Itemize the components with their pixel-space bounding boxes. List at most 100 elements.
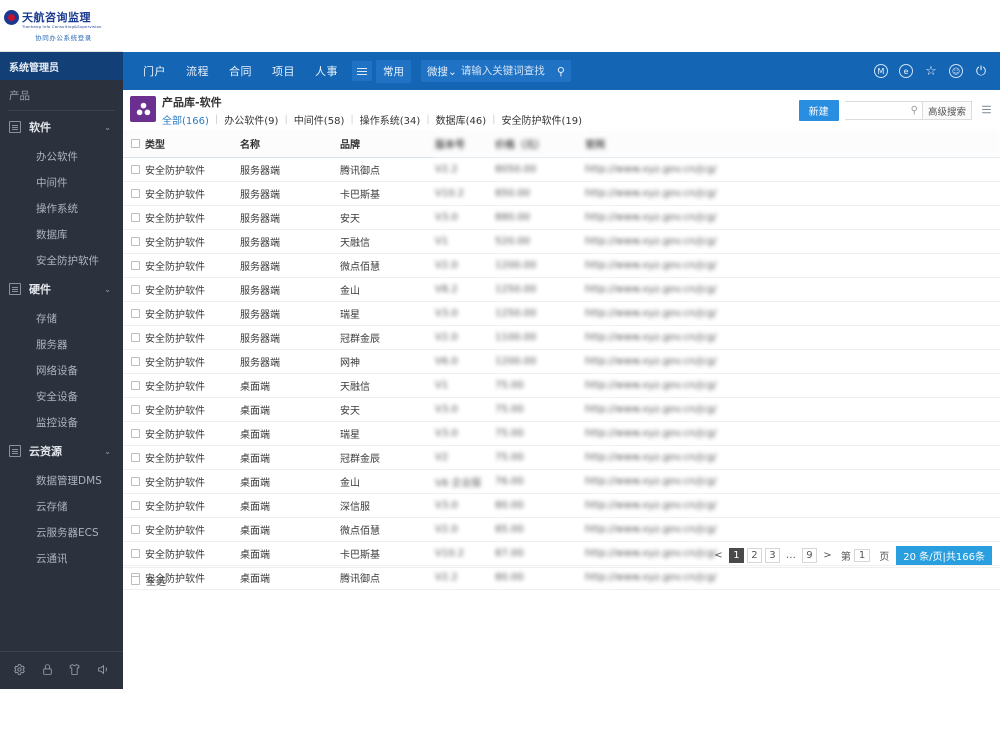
sidebar-item-网络设备[interactable]: 网络设备 [36, 364, 78, 377]
message-icon[interactable]: M [874, 64, 888, 78]
row-checkbox[interactable] [131, 284, 140, 294]
select-all-checkbox[interactable] [131, 576, 140, 585]
cell-website[interactable]: http://www.xyz.gov.cn/jcg/ [585, 325, 1000, 350]
sidebar-item-中间件[interactable]: 中间件 [36, 176, 68, 189]
table-search-input[interactable] [848, 105, 911, 116]
cell-website[interactable]: http://www.xyz.gov.cn/jcg/ [585, 301, 1000, 326]
top-nav-项目[interactable]: 项目 [272, 65, 295, 78]
cell-website[interactable]: http://www.xyz.gov.cn/jcg/ [585, 253, 1000, 278]
chevron-down-icon[interactable]: ⌄ [104, 122, 111, 132]
cell-website[interactable]: http://www.xyz.gov.cn/jcg/ [585, 373, 1000, 398]
cell-website[interactable]: http://www.xyz.gov.cn/jcg/ [585, 157, 1000, 182]
pagination-page-2[interactable]: 2 [746, 548, 762, 563]
table-row[interactable]: 安全防护软件 服务器端 网神 V6.0 1200.00 http://www.xyz.go… [123, 349, 1000, 374]
filter-tab-操作系统(34)[interactable]: 操作系统(34) [359, 116, 421, 127]
header-checkbox[interactable] [131, 138, 140, 148]
row-checkbox[interactable] [131, 164, 140, 174]
top-nav-人事[interactable]: 人事 [315, 65, 338, 78]
top-nav-流程[interactable]: 流程 [186, 65, 209, 78]
row-checkbox[interactable] [131, 380, 140, 390]
table-row[interactable]: 安全防护软件 桌面端 金山 V8 企业版 76.00 http://www.xyz.gov… [123, 469, 1000, 494]
sidebar-group-软件[interactable]: 软件 ⌄ [0, 111, 123, 143]
sidebar-item-安全防护软件[interactable]: 安全防护软件 [36, 254, 99, 267]
row-checkbox[interactable] [131, 548, 140, 558]
pagination-jump-input[interactable]: 1 [853, 549, 871, 562]
row-checkbox[interactable] [131, 452, 140, 462]
wechat-icon[interactable]: e [899, 64, 913, 78]
row-checkbox[interactable] [131, 188, 140, 198]
sidebar-item-存储[interactable]: 存储 [36, 312, 57, 325]
table-row[interactable]: 安全防护软件 桌面端 天融信 V1 75.00 http://www.xyz.gov.cn… [123, 373, 1000, 398]
lock-icon[interactable] [41, 663, 54, 679]
pagination-page-3[interactable]: 3 [764, 548, 780, 563]
search-scope-select[interactable]: 微搜⌄ [427, 64, 457, 79]
row-checkbox[interactable] [131, 404, 140, 414]
table-row[interactable]: 安全防护软件 服务器端 安天 V3.0 880.00 http://www.xyz.gov… [123, 205, 1000, 230]
list-view-icon[interactable] [980, 103, 993, 118]
cell-website[interactable]: http://www.xyz.gov.cn/jcg/ [585, 445, 1000, 470]
global-search-input[interactable] [460, 65, 553, 77]
table-row[interactable]: 安全防护软件 服务器端 微点佰慧 V2.0 1200.00 http://www.xyz.… [123, 253, 1000, 278]
table-row[interactable]: 安全防护软件 桌面端 腾讯御点 V2.2 80.00 http://www.xyz.gov… [123, 565, 1000, 590]
col-header-version[interactable]: 版本号 [435, 130, 495, 158]
brand-logo[interactable]: 天航咨询监理 Tianhang Info Consulting&Supervis… [0, 0, 123, 52]
advanced-search-button[interactable]: 高级搜索 [922, 101, 972, 120]
pagination-prev[interactable]: < [714, 550, 723, 561]
col-header-website[interactable]: 官网 [585, 130, 1000, 158]
filter-tab-办公软件(9)[interactable]: 办公软件(9) [224, 116, 279, 127]
table-row[interactable]: 安全防护软件 服务器端 卡巴斯基 V10.2 850.00 http://www.xyz.… [123, 181, 1000, 206]
row-checkbox[interactable] [131, 500, 140, 510]
row-checkbox[interactable] [131, 476, 140, 486]
cell-website[interactable]: http://www.xyz.gov.cn/jcg/ [585, 493, 1000, 518]
sidebar-item-操作系统[interactable]: 操作系统 [36, 202, 78, 215]
new-button[interactable]: 新建 [798, 100, 839, 121]
sidebar-item-监控设备[interactable]: 监控设备 [36, 416, 78, 429]
frequent-button[interactable]: 常用 [376, 59, 411, 83]
table-row[interactable]: 安全防护软件 桌面端 冠群金辰 V2 75.00 http://www.xyz.gov.c… [123, 445, 1000, 470]
sidebar-group-云资源[interactable]: 云资源 ⌄ [0, 435, 123, 467]
emoji-icon[interactable]: ☺ [949, 64, 963, 78]
gear-icon[interactable] [13, 663, 26, 679]
table-row[interactable]: 安全防护软件 桌面端 安天 V3.0 75.00 http://www.xyz.gov.c… [123, 397, 1000, 422]
col-header-price[interactable]: 价格（元） [495, 130, 585, 158]
pagination-summary[interactable]: 20 条/页|共166条 [896, 546, 992, 565]
cell-website[interactable]: http://www.xyz.gov.cn/jcg/ [585, 397, 1000, 422]
col-header-name[interactable]: 名称 [240, 130, 340, 158]
col-header-type[interactable]: 类型 [145, 130, 240, 158]
volume-icon[interactable] [96, 663, 110, 679]
table-row[interactable]: 安全防护软件 服务器端 金山 V8.2 1250.00 http://www.xyz.go… [123, 277, 1000, 302]
top-nav-合同[interactable]: 合同 [229, 65, 252, 78]
pagination-page-…[interactable]: … [785, 550, 796, 561]
col-header-brand[interactable]: 品牌 [340, 130, 435, 158]
row-checkbox[interactable] [131, 332, 140, 342]
cell-website[interactable]: http://www.xyz.gov.cn/jcg/ [585, 181, 1000, 206]
row-checkbox[interactable] [131, 260, 140, 270]
sidebar-item-云存储[interactable]: 云存储 [36, 500, 68, 513]
row-checkbox[interactable] [131, 212, 140, 222]
sidebar-item-安全设备[interactable]: 安全设备 [36, 390, 78, 403]
pagination-page-1[interactable]: 1 [728, 548, 744, 563]
filter-tab-数据库(46)[interactable]: 数据库(46) [435, 116, 487, 127]
sidebar-item-云通讯[interactable]: 云通讯 [36, 552, 68, 565]
sidebar-item-云服务器ECS[interactable]: 云服务器ECS [36, 526, 99, 539]
search-icon[interactable]: ⚲ [910, 105, 918, 116]
filter-tab-安全防护软件(19)[interactable]: 安全防护软件(19) [501, 116, 583, 127]
table-row[interactable]: 安全防护软件 服务器端 冠群金辰 V2.0 1100.00 http://www.xyz.… [123, 325, 1000, 350]
row-checkbox[interactable] [131, 308, 140, 318]
row-checkbox[interactable] [131, 236, 140, 246]
cell-website[interactable]: http://www.xyz.gov.cn/jcg/ [585, 565, 1000, 590]
cell-website[interactable]: http://www.xyz.gov.cn/jcg/ [585, 277, 1000, 302]
cell-website[interactable]: http://www.xyz.gov.cn/jcg/ [585, 469, 1000, 494]
chevron-down-icon[interactable]: ⌄ [104, 284, 111, 294]
filter-tab-全部(166)[interactable]: 全部(166) [162, 116, 209, 127]
search-icon[interactable]: ⚲ [556, 64, 565, 78]
table-row[interactable]: 安全防护软件 桌面端 微点佰慧 V2.0 85.00 http://www.xyz.gov… [123, 517, 1000, 542]
star-icon[interactable]: ☆ [925, 63, 937, 79]
sidebar-item-办公软件[interactable]: 办公软件 [36, 150, 78, 163]
table-row[interactable]: 安全防护软件 服务器端 腾讯御点 V2.2 8050.00 http://www.xyz.… [123, 157, 1000, 182]
shirt-icon[interactable] [68, 663, 81, 679]
row-checkbox[interactable] [131, 428, 140, 438]
cell-website[interactable]: http://www.xyz.gov.cn/jcg/ [585, 517, 1000, 542]
filter-tab-中间件(58)[interactable]: 中间件(58) [293, 116, 345, 127]
sidebar-group-硬件[interactable]: 硬件 ⌄ [0, 273, 123, 305]
